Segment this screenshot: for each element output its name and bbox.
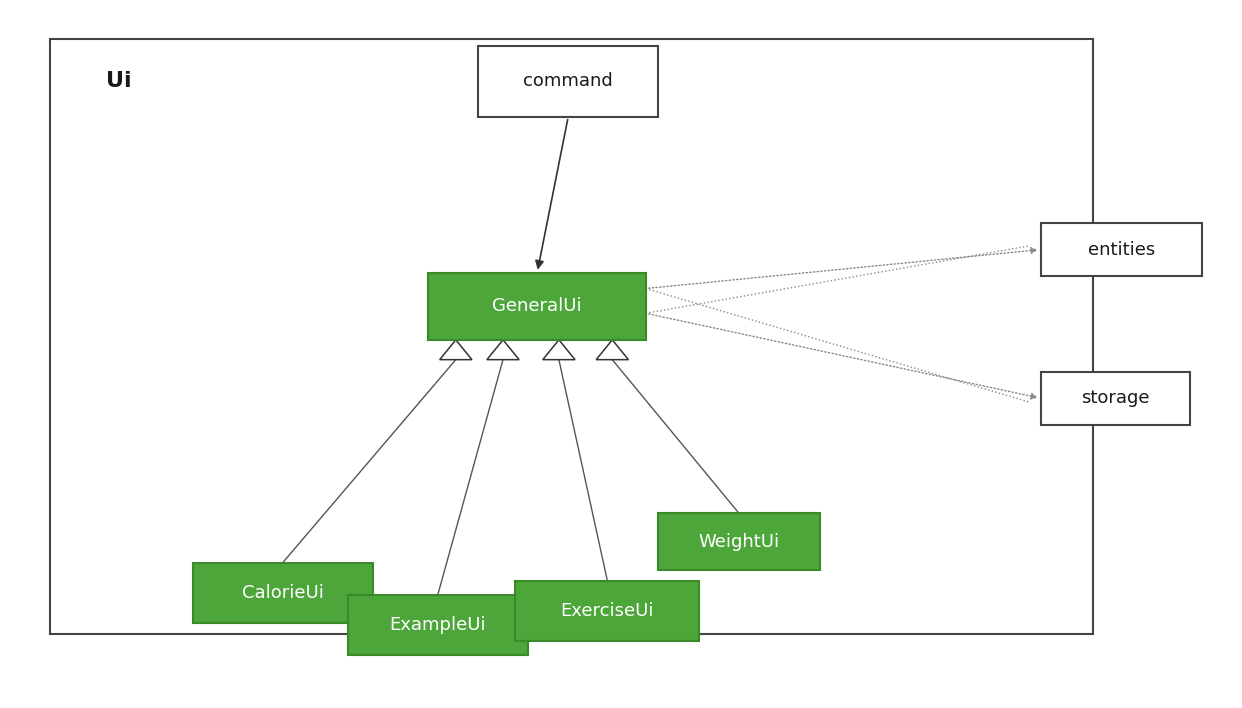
Polygon shape [543,340,575,360]
Polygon shape [440,340,472,360]
Bar [658,513,820,570]
Bar [478,46,658,117]
Text: entities: entities [1088,241,1155,258]
Text: GeneralUi: GeneralUi [492,297,582,315]
Bar [193,563,373,623]
Text: storage: storage [1081,389,1150,407]
Bar [1041,372,1190,425]
Polygon shape [596,340,628,360]
Text: ExerciseUi: ExerciseUi [560,602,655,620]
Bar [348,595,528,655]
Bar [428,273,646,340]
Bar [1041,223,1202,276]
Bar [515,581,699,641]
Text: CalorieUi: CalorieUi [242,584,323,602]
Text: ExampleUi: ExampleUi [390,616,486,634]
Text: Ui: Ui [106,71,132,91]
Bar [50,39,1093,634]
Text: WeightUi: WeightUi [698,532,780,551]
Text: command: command [523,72,614,91]
Polygon shape [487,340,519,360]
